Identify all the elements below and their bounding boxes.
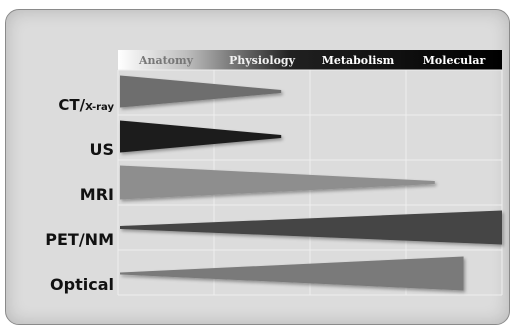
row-label-mri: MRI	[80, 185, 114, 204]
column-header-molecular: Molecular	[423, 54, 486, 67]
header-bar	[118, 50, 502, 70]
column-headers: Anatomy Physiology Metabolism Molecular	[138, 54, 485, 67]
wedge-ct-xray	[120, 75, 282, 108]
row-label-ct-xray: CT/X-ray	[58, 96, 114, 114]
diagram-frame: Anatomy Physiology Metabolism Molecular …	[5, 9, 510, 325]
row-label-ct: CT/	[58, 96, 85, 114]
row-label-xray: X-ray	[85, 102, 114, 113]
row-label-us: US	[89, 140, 114, 159]
wedge-optical	[120, 256, 464, 291]
imaging-modality-chart: Anatomy Physiology Metabolism Molecular …	[45, 50, 503, 296]
row-label-optical: Optical	[50, 275, 114, 294]
row-labels: CT/X-ray US MRI PET/NM Optical	[45, 96, 114, 294]
wedge-mri	[120, 165, 435, 200]
column-header-anatomy: Anatomy	[138, 54, 194, 67]
column-header-metabolism: Metabolism	[322, 54, 395, 67]
row-label-pet-nm: PET/NM	[45, 230, 114, 249]
column-header-physiology: Physiology	[229, 54, 296, 67]
modality-wedges	[120, 75, 502, 291]
wedge-us	[120, 120, 282, 153]
wedge-pet-nm	[120, 210, 502, 245]
